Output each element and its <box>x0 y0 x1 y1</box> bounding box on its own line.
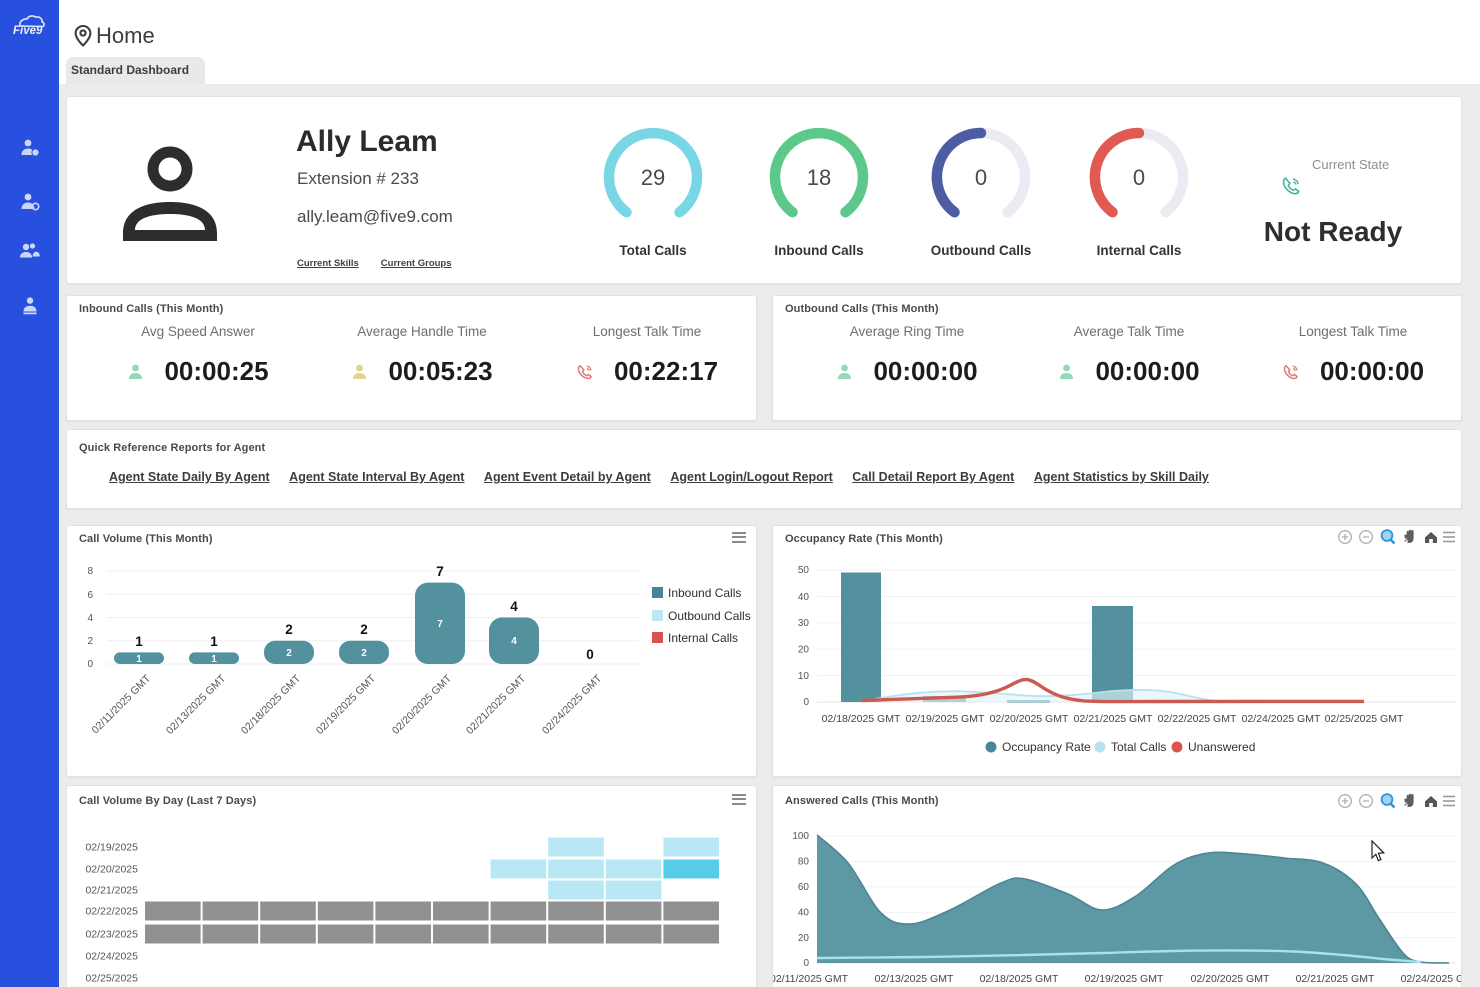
svg-text:02/22/2025 GMT: 02/22/2025 GMT <box>1158 713 1237 725</box>
svg-text:02/18/2025 GMT: 02/18/2025 GMT <box>980 973 1059 985</box>
svg-text:1: 1 <box>210 634 218 649</box>
svg-text:30: 30 <box>798 618 810 629</box>
svg-text:02/21/2025 GMT: 02/21/2025 GMT <box>464 672 529 737</box>
svg-text:0: 0 <box>1133 165 1145 190</box>
svg-text:4: 4 <box>87 613 93 624</box>
svg-text:2: 2 <box>285 622 293 637</box>
svg-text:02/13/2025 GMT: 02/13/2025 GMT <box>875 973 954 985</box>
svg-text:0: 0 <box>87 659 93 670</box>
svg-text:7: 7 <box>436 564 444 579</box>
svg-text:0: 0 <box>586 647 594 662</box>
svg-text:0: 0 <box>975 165 987 190</box>
svg-text:20: 20 <box>798 933 810 944</box>
svg-text:02/11/2025 GMT: 02/11/2025 GMT <box>773 973 849 985</box>
svg-text:02/20/2025 GMT: 02/20/2025 GMT <box>1191 973 1270 985</box>
svg-text:02/25/2025 GMT: 02/25/2025 GMT <box>1325 713 1404 725</box>
svg-text:1: 1 <box>211 654 217 665</box>
svg-text:100: 100 <box>792 831 809 842</box>
svg-text:Internal Calls: Internal Calls <box>668 631 738 645</box>
svg-text:8: 8 <box>87 566 93 577</box>
svg-text:02/24/2025 GMT: 02/24/2025 GMT <box>1401 973 1461 985</box>
svg-text:10: 10 <box>798 671 810 682</box>
svg-text:Inbound Calls: Inbound Calls <box>668 586 741 600</box>
svg-text:2: 2 <box>360 622 368 637</box>
svg-text:29: 29 <box>641 165 665 190</box>
svg-text:02/19/2025 GMT: 02/19/2025 GMT <box>906 713 985 725</box>
svg-text:02/13/2025 GMT: 02/13/2025 GMT <box>164 672 229 737</box>
svg-text:02/23/2025: 02/23/2025 <box>85 929 138 941</box>
svg-text:02/21/2025 GMT: 02/21/2025 GMT <box>1296 973 1375 985</box>
svg-text:02/18/2025 GMT: 02/18/2025 GMT <box>239 672 304 737</box>
svg-text:50: 50 <box>798 565 810 576</box>
svg-text:4: 4 <box>510 599 518 614</box>
svg-text:02/19/2025 GMT: 02/19/2025 GMT <box>1085 973 1164 985</box>
svg-text:0: 0 <box>803 958 809 969</box>
svg-text:2: 2 <box>87 636 93 647</box>
svg-text:7: 7 <box>437 619 443 630</box>
svg-text:4: 4 <box>511 636 517 647</box>
svg-text:18: 18 <box>807 165 831 190</box>
svg-text:02/22/2025: 02/22/2025 <box>85 906 138 918</box>
svg-text:02/24/2025: 02/24/2025 <box>85 951 138 963</box>
svg-text:02/19/2025 GMT: 02/19/2025 GMT <box>314 672 379 737</box>
svg-text:02/11/2025 GMT: 02/11/2025 GMT <box>89 672 153 736</box>
svg-text:Outbound Calls: Outbound Calls <box>668 609 751 623</box>
svg-text:6: 6 <box>87 590 93 601</box>
svg-text:40: 40 <box>798 908 810 919</box>
svg-text:Occupancy Rate: Occupancy Rate <box>1002 740 1091 754</box>
svg-text:02/21/2025: 02/21/2025 <box>85 885 138 897</box>
svg-text:60: 60 <box>798 882 810 893</box>
svg-text:1: 1 <box>136 654 142 665</box>
svg-text:Total Calls: Total Calls <box>1111 740 1166 754</box>
svg-text:2: 2 <box>286 648 292 659</box>
svg-text:02/24/2025 GMT: 02/24/2025 GMT <box>540 672 605 737</box>
svg-text:02/20/2025 GMT: 02/20/2025 GMT <box>990 713 1069 725</box>
svg-text:02/24/2025 GMT: 02/24/2025 GMT <box>1242 713 1321 725</box>
svg-text:80: 80 <box>798 857 810 868</box>
svg-text:02/21/2025 GMT: 02/21/2025 GMT <box>1074 713 1153 725</box>
svg-text:02/20/2025 GMT: 02/20/2025 GMT <box>390 672 455 737</box>
svg-text:40: 40 <box>798 592 810 603</box>
svg-text:2: 2 <box>361 648 367 659</box>
svg-text:20: 20 <box>798 645 810 656</box>
svg-text:0: 0 <box>803 697 809 708</box>
svg-text:Unanswered: Unanswered <box>1188 740 1255 754</box>
svg-text:Five9: Five9 <box>13 25 43 37</box>
svg-text:02/25/2025: 02/25/2025 <box>85 973 138 985</box>
svg-text:02/19/2025: 02/19/2025 <box>85 842 138 854</box>
svg-text:1: 1 <box>135 634 143 649</box>
svg-text:02/18/2025 GMT: 02/18/2025 GMT <box>822 713 901 725</box>
svg-text:02/20/2025: 02/20/2025 <box>85 864 138 876</box>
